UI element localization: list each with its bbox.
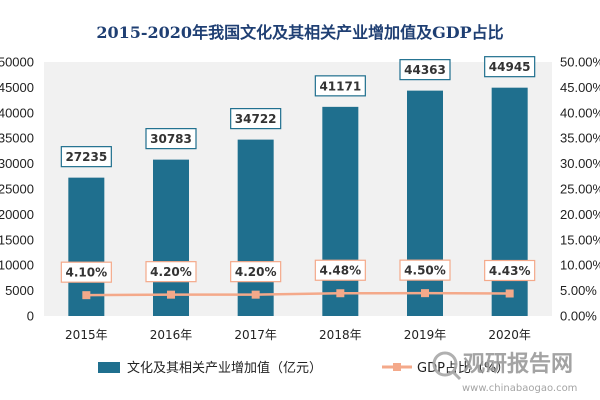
right-tick-label: 25.00% [560,182,600,197]
line-value-label: 4.20% [150,265,192,279]
right-tick-label: 50.00% [560,55,600,70]
line-value-label: 4.20% [235,265,277,279]
line-value-label: 4.48% [320,264,362,278]
bar [237,139,274,316]
line-label-box [399,259,451,281]
left-tick-label: 35000 [0,131,34,146]
left-tick-label: 15000 [0,232,34,247]
right-tick-label: 10.00% [560,258,600,273]
left-tick-label: 45000 [0,80,34,95]
right-tick-label: 45.00% [560,80,600,95]
right-tick-label: 15.00% [560,232,600,247]
left-axis: 0 5000 10000 15000 20000 25000 30000 35000 40000… [0,55,34,324]
line-point [336,289,345,298]
bar-value-label: 44945 [489,60,531,74]
category-label: 2019年 [404,328,447,342]
category-label: 2020年 [488,328,531,342]
category-label: 2016年 [150,328,193,342]
bar-value-label: 30783 [150,132,192,146]
bar-value-label: 34722 [235,112,277,126]
bar-label-box [399,59,451,81]
line-point [505,289,514,298]
legend-bar-label: 文化及其相关产业增加值（亿元） [127,360,322,376]
watermark-name: 观研报告网 [463,352,573,377]
bar-label-box [60,146,112,168]
line-label-box [314,259,366,281]
left-tick-label: 30000 [0,156,34,171]
line-series: 4.10% 4.20% 4.20% 4.48% 4.50% 4.43% [60,259,536,300]
left-tick-label: 0 [27,309,34,324]
gdp-share-line [86,291,510,297]
right-axis: 0.00% 5.00% 10.00% 15.00% 20.00% 25.00% 30.00%… [560,55,600,324]
right-tick-label: 20.00% [560,207,600,222]
bar-label-box [145,128,197,150]
bar-label-box [230,108,282,130]
right-tick-label: 0.00% [560,309,597,324]
legend-bar-swatch [98,362,120,373]
bar-label-box [314,75,366,97]
bar-label-box [484,56,536,78]
bar [407,90,443,317]
right-tick-label: 5.00% [560,283,597,298]
bar-value-label: 44363 [404,63,446,77]
left-tick-label: 40000 [0,105,34,120]
watermark-domain: www.chinabaogao.com [462,383,577,394]
line-point [167,290,175,299]
bar [491,87,528,316]
line-point [421,289,429,298]
bar [153,159,189,316]
line-label-box [230,261,282,283]
left-tick-label: 25000 [0,182,34,197]
plot-area [44,62,552,316]
right-tick-label: 30.00% [560,156,600,171]
left-tick-label: 50000 [0,55,34,70]
left-tick-label: 10000 [0,258,34,273]
line-label-box [484,259,536,282]
line-label-box [60,261,112,283]
right-tick-label: 35.00% [560,131,600,146]
category-label: 2015年 [65,328,108,342]
bar-series: 27235 30783 34722 41171 44363 44945 [60,56,536,317]
line-value-label: 4.50% [404,264,446,278]
category-axis: 2015年 2016年 2017年 2018年 2019年 2020年 [65,328,531,342]
line-value-label: 4.10% [66,266,108,280]
legend-line-marker [393,363,401,371]
line-label-box [145,261,197,283]
chart-title: 2015-2020年我国文化及其相关产业增加值及GDP占比 [96,23,503,42]
bar-value-label: 27235 [65,150,107,164]
line-value-label: 4.43% [489,264,531,278]
watermark-logo-icon [432,351,462,381]
bar [322,106,359,316]
line-point [82,291,91,300]
watermark: 观研报告网 www.chinabaogao.com [432,351,577,394]
category-label: 2017年 [234,328,277,342]
left-tick-label: 5000 [5,283,34,298]
left-tick-label: 20000 [0,207,34,222]
right-tick-label: 40.00% [560,105,600,120]
category-label: 2018年 [319,328,362,342]
bar-value-label: 41171 [319,79,361,93]
line-point [251,290,260,299]
